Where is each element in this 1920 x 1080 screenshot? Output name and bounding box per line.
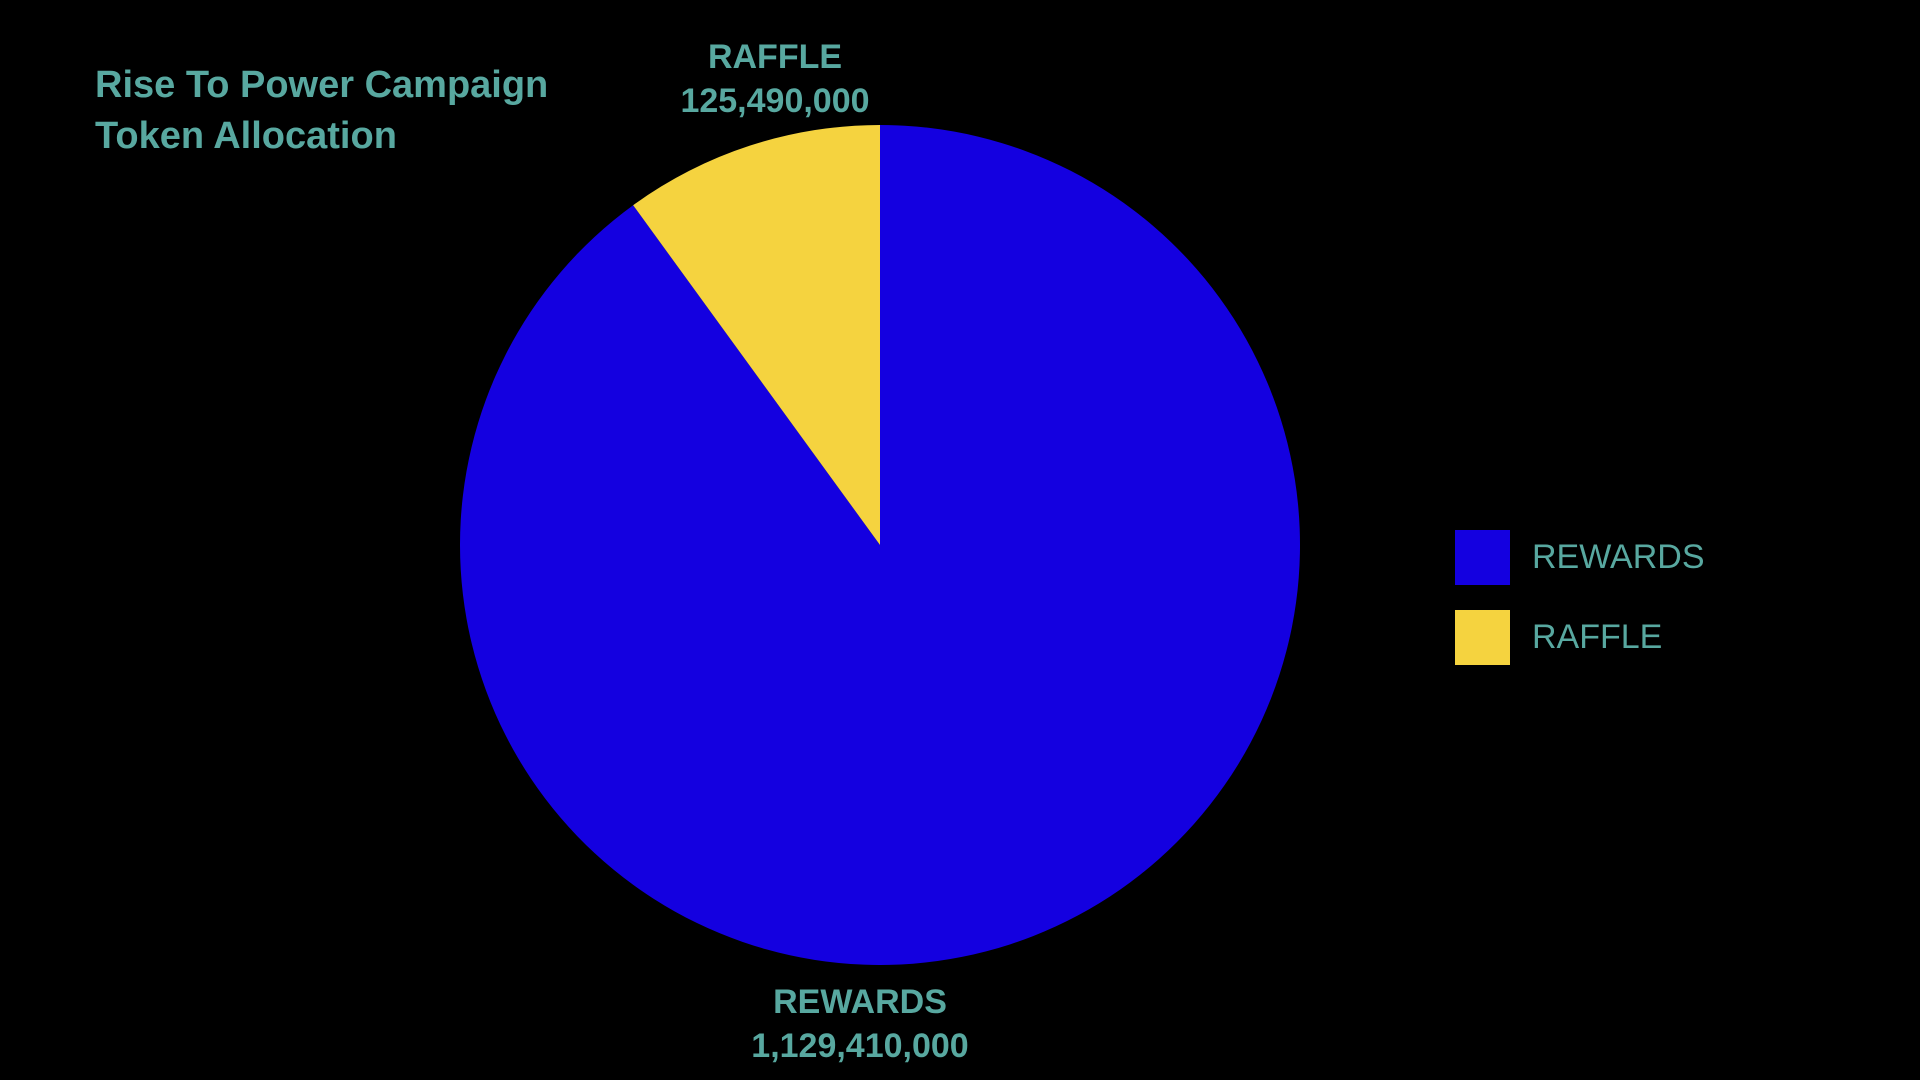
- legend: REWARDS RAFFLE: [1455, 530, 1705, 690]
- slice-label-raffle-value: 125,490,000: [575, 79, 975, 123]
- slice-label-raffle-name: RAFFLE: [575, 35, 975, 79]
- pie-chart-container: [460, 125, 1300, 965]
- legend-swatch-rewards: [1455, 530, 1510, 585]
- slice-label-raffle: RAFFLE 125,490,000: [575, 35, 975, 123]
- legend-label-rewards: REWARDS: [1532, 538, 1705, 577]
- slice-label-rewards-value: 1,129,410,000: [660, 1024, 1060, 1068]
- legend-item-raffle: RAFFLE: [1455, 610, 1705, 665]
- title-line-1: Rise To Power Campaign: [95, 60, 548, 111]
- legend-swatch-raffle: [1455, 610, 1510, 665]
- slice-label-rewards-name: REWARDS: [660, 980, 1060, 1024]
- pie-chart: [460, 125, 1300, 965]
- legend-item-rewards: REWARDS: [1455, 530, 1705, 585]
- slice-label-rewards: REWARDS 1,129,410,000: [660, 980, 1060, 1068]
- legend-label-raffle: RAFFLE: [1532, 618, 1662, 657]
